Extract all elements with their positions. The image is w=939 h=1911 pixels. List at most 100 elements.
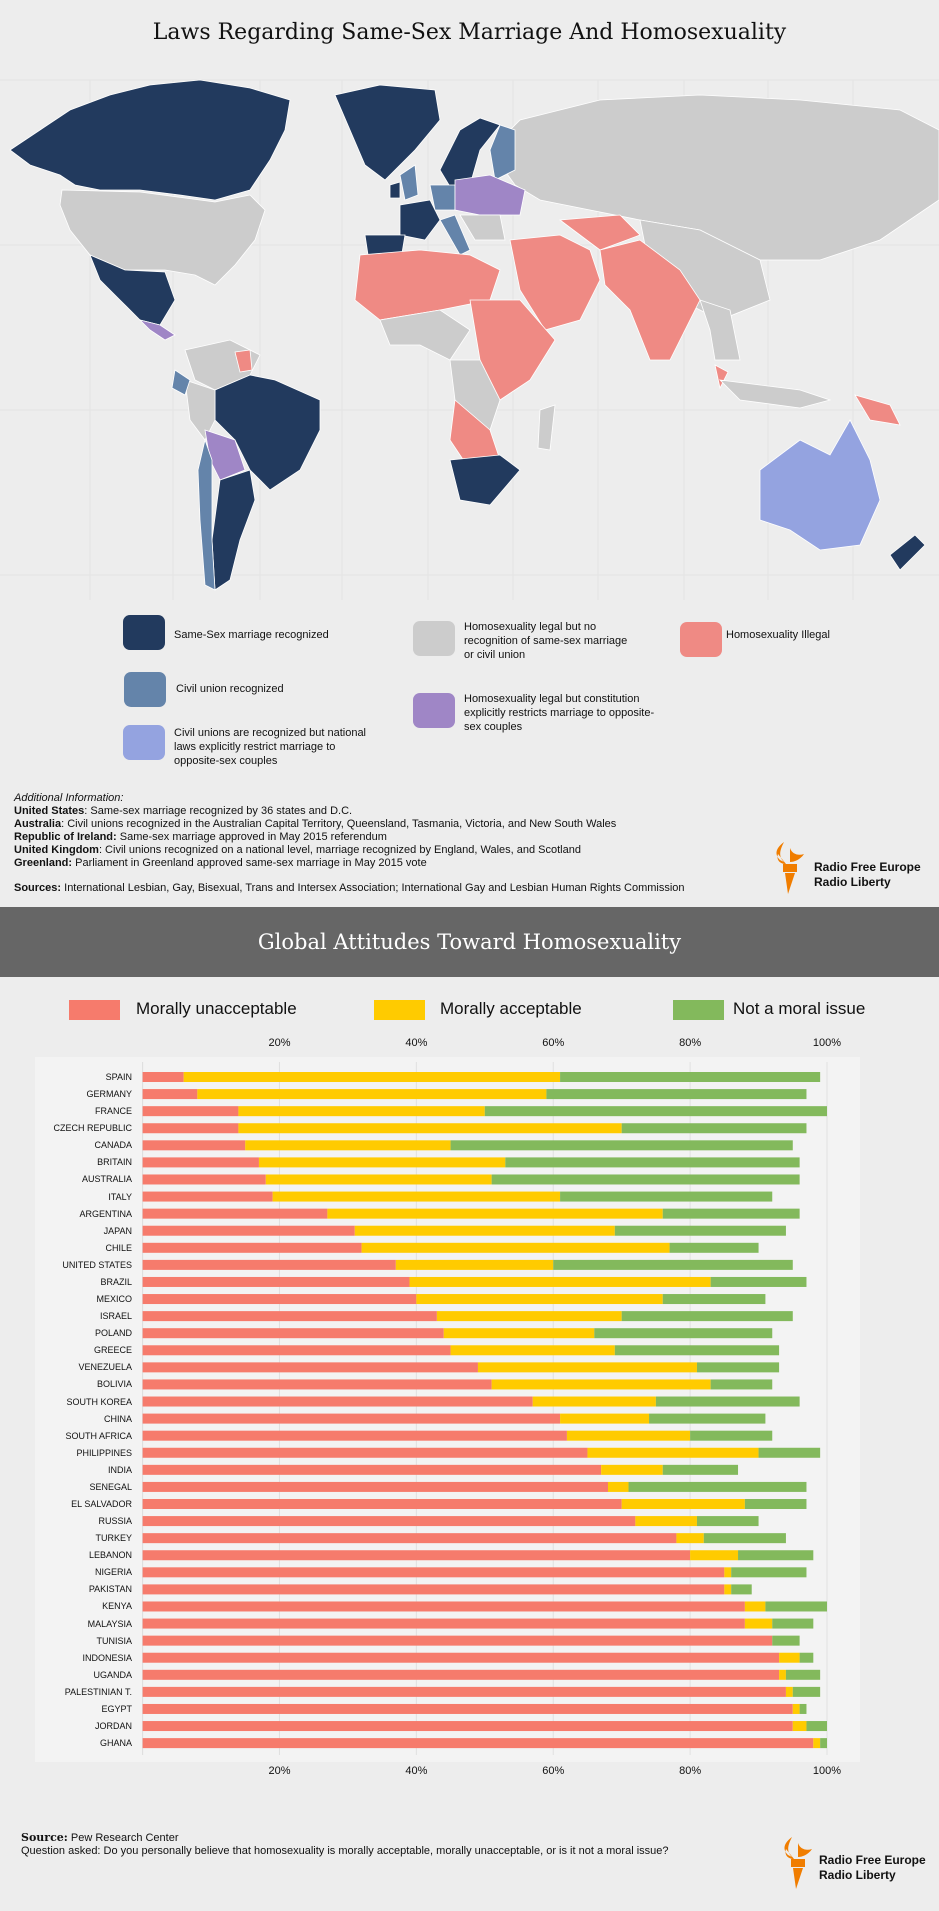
bar-segment-not-moral-issue (731, 1584, 752, 1595)
bar-segment-not-moral-issue (655, 1396, 800, 1407)
info-text: : Civil unions recognized on a national … (98, 844, 581, 856)
bar-segment-acceptable (265, 1174, 492, 1185)
bar-segment-acceptable (477, 1362, 697, 1373)
bar-segment-unacceptable (142, 1276, 410, 1287)
bar-segment-acceptable (238, 1123, 622, 1134)
chart-legend-label-not-moral-issue: Not a moral issue (733, 999, 866, 1018)
country-label: KENYA (102, 1601, 132, 1612)
bar-segment-acceptable (587, 1447, 759, 1458)
finland (489, 124, 516, 181)
bar-segment-acceptable (779, 1652, 800, 1663)
chile (197, 438, 216, 591)
bar-segment-not-moral-issue (744, 1499, 807, 1509)
bar-segment-not-moral-issue (614, 1225, 786, 1236)
logo-line1: Radio Free Europe (819, 1853, 926, 1867)
country-label: BOLIVIA (96, 1379, 132, 1390)
info-text: Same-sex marriage approved in May 2015 r… (116, 831, 387, 843)
bar-segment-acceptable (690, 1550, 739, 1561)
bar-segment-acceptable (744, 1601, 766, 1612)
bar-segment-unacceptable (142, 1516, 636, 1527)
bar-segment-unacceptable (142, 1242, 362, 1253)
malaysia (714, 364, 729, 390)
country-label: UNITED STATES (62, 1259, 132, 1270)
bar-segment-unacceptable (142, 1072, 184, 1082)
bar-segment-unacceptable (142, 1328, 444, 1339)
info-key: Greenland: (14, 857, 73, 869)
bar-segment-unacceptable (142, 1362, 478, 1373)
bar-segment-unacceptable (142, 1669, 780, 1680)
info-item: United Kingdom: Civil unions recognized … (14, 844, 685, 857)
bar-segment-acceptable (327, 1208, 663, 1219)
country-label: ISRAEL (99, 1311, 132, 1322)
world-map (0, 79, 939, 600)
additional-information: Additional Information: United States: S… (14, 792, 685, 895)
country-label: TURKEY (95, 1533, 132, 1544)
ecuador (171, 369, 191, 396)
country-label: INDIA (107, 1464, 132, 1475)
bar-segment-acceptable (409, 1276, 711, 1287)
country-label: GHANA (99, 1738, 132, 1749)
bar-segment-unacceptable (142, 1533, 677, 1544)
legend-swatch-same-sex-marriage (123, 615, 165, 650)
sources-text: International Lesbian, Gay, Bisexual, Tr… (61, 882, 685, 894)
bar-segment-acceptable (532, 1396, 656, 1407)
country-label: LEBANON (88, 1550, 132, 1561)
bar-segment-not-moral-issue (560, 1072, 821, 1082)
bar-segment-not-moral-issue (450, 1140, 793, 1151)
info-item: United States: Same-sex marriage recogni… (14, 805, 685, 818)
bar-segment-unacceptable (142, 1584, 725, 1595)
bar-segment-not-moral-issue (546, 1089, 807, 1100)
torch-icon (776, 842, 804, 894)
bar-segment-unacceptable (142, 1601, 745, 1612)
footer-source: Source: Pew Research Center (21, 1831, 179, 1844)
x-tick-label: 60% (542, 1765, 565, 1777)
bar-segment-acceptable (601, 1464, 663, 1475)
bar-segment-acceptable (676, 1533, 704, 1544)
papua-new-guinea (854, 394, 901, 426)
india (599, 239, 701, 361)
italy (439, 214, 471, 256)
bar-segment-not-moral-issue (662, 1464, 739, 1475)
x-tick-label: 40% (405, 1037, 428, 1049)
legend-swatch-civil-union-restricted (123, 725, 165, 760)
bar-segment-not-moral-issue (710, 1379, 773, 1390)
bar-segment-acceptable (361, 1242, 670, 1253)
x-tick-label: 80% (679, 1765, 702, 1777)
country-label: AUSTRALIA (81, 1174, 132, 1185)
bar-segment-acceptable (354, 1225, 615, 1236)
bar-segment-unacceptable (142, 1225, 355, 1236)
info-item: Republic of Ireland: Same-sex marriage a… (14, 831, 685, 844)
bar-segment-unacceptable (142, 1157, 259, 1168)
bar-segment-not-moral-issue (621, 1123, 807, 1134)
country-label: POLAND (94, 1328, 132, 1339)
australia (759, 419, 881, 551)
brazil (214, 374, 321, 491)
bar-segment-acceptable (621, 1499, 745, 1509)
country-label: RUSSIA (98, 1516, 132, 1527)
x-tick-label: 100% (812, 1765, 842, 1777)
country-label: GREECE (93, 1345, 132, 1356)
x-tick-label: 80% (679, 1037, 702, 1049)
country-label: EL SALVADOR (71, 1499, 132, 1509)
bar-segment-not-moral-issue (738, 1550, 814, 1561)
source-key: Source: (21, 1831, 68, 1844)
bar-segment-acceptable (258, 1157, 506, 1168)
central-europe (454, 174, 526, 216)
bar-segment-not-moral-issue (662, 1208, 800, 1219)
bar-segment-unacceptable (142, 1191, 273, 1202)
country-label: MALAYSIA (87, 1618, 132, 1629)
legend-swatch-legal-no-recognition (413, 621, 455, 656)
sources-key: Sources: (14, 882, 62, 894)
chart-title-band: Global Attitudes Toward Homosexuality (0, 907, 939, 977)
middle-east (509, 234, 601, 331)
country-label: UGANDA (93, 1669, 132, 1680)
bar-segment-not-moral-issue (621, 1311, 793, 1322)
logo-line2: Radio Liberty (814, 875, 891, 889)
united-states (59, 189, 266, 286)
info-text: : Civil unions recognized in the Austral… (61, 818, 617, 830)
country-label: FRANCE (94, 1106, 132, 1117)
country-label: VENEZUELA (78, 1362, 132, 1373)
bar-segment-unacceptable (142, 1447, 588, 1458)
chart-legend-swatch-unacceptable (69, 1000, 120, 1020)
